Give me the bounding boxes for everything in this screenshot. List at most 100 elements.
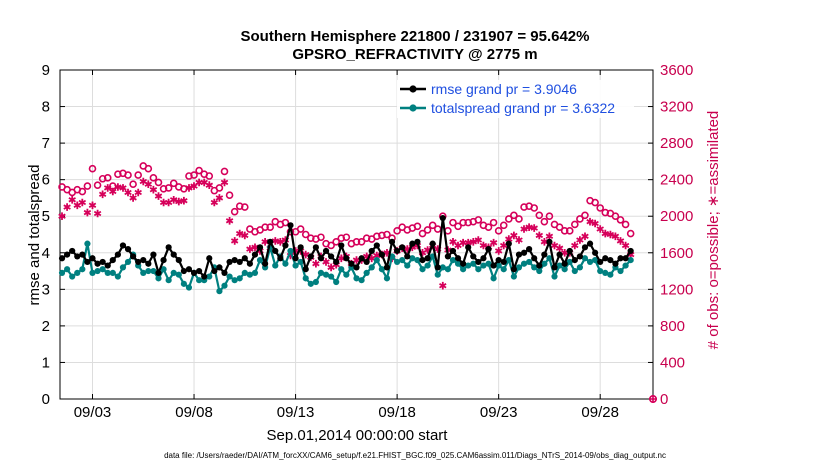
totalspread-point (302, 275, 309, 282)
rmse-point (160, 256, 167, 264)
obs-possible-point (103, 174, 112, 182)
obs-possible-point (337, 234, 346, 242)
rmse-point (368, 247, 375, 255)
rmse-point (130, 253, 137, 260)
rmse-point (256, 244, 264, 251)
legend-spread-marker (409, 104, 417, 112)
totalspread-point (282, 260, 289, 267)
rmse-point (84, 258, 91, 266)
obs-assimilated-point (78, 198, 87, 207)
obs-possible-point (530, 204, 538, 212)
totalspread-point (515, 264, 523, 271)
obs-assimilated-point (88, 201, 97, 210)
totalspread-point (566, 258, 573, 266)
obs-possible-point (225, 191, 234, 200)
totalspread-point (307, 280, 314, 287)
totalspread-point (551, 273, 558, 280)
obs-possible-point (596, 204, 604, 212)
rmse-point (94, 260, 101, 267)
rmse-point (373, 242, 380, 249)
totalspread-point (495, 262, 502, 269)
obs-possible-point (555, 223, 564, 231)
rmse-point (394, 247, 401, 255)
obs-possible-point (93, 181, 102, 189)
totalspread-point (399, 256, 406, 264)
totalspread-point (58, 269, 66, 276)
totalspread-point (165, 277, 172, 284)
obs-possible-point (352, 238, 361, 246)
rmse-point (500, 258, 507, 266)
rmse-point (571, 256, 578, 264)
obs-possible-point (591, 198, 599, 207)
obs-assimilated-point (276, 238, 285, 246)
obs-assimilated-point (58, 212, 66, 220)
obs-possible-point (114, 170, 122, 178)
obs-possible-point (454, 222, 462, 231)
obs-assimilated-point (489, 238, 498, 247)
rmse-point (561, 260, 568, 267)
y-left-tick-label: 1 (42, 354, 50, 371)
totalspread-point (556, 262, 563, 269)
obs-possible-point (342, 233, 351, 242)
rmse-point (556, 251, 563, 258)
rmse-point (277, 255, 284, 262)
obs-assimilated-point (530, 224, 538, 232)
data-marks (58, 162, 657, 403)
y-right-tick-label: 800 (660, 318, 685, 335)
totalspread-point (221, 282, 228, 289)
obs-assimilated-point (159, 198, 168, 207)
rmse-point (99, 258, 106, 266)
y-right-tick-label: 400 (660, 354, 685, 371)
y-left-tick-label: 2 (42, 318, 50, 335)
legend-spread-text: totalspread grand pr = 3.6322 (431, 100, 615, 116)
y-right-tick-label: 2400 (660, 172, 693, 189)
obs-possible-point (459, 218, 467, 227)
legend: rmse grand pr = 3.9046 totalspread grand… (397, 80, 634, 118)
rmse-point (622, 255, 629, 262)
obs-possible-point (134, 171, 142, 179)
y-left-tick-label: 8 (42, 99, 50, 116)
totalspread-point (460, 266, 467, 273)
rmse-point (460, 260, 467, 267)
obs-possible-point (499, 221, 508, 230)
obs-assimilated-point (571, 241, 579, 250)
rmse-point (124, 246, 132, 253)
rmse-point (414, 238, 421, 245)
rmse-point (150, 251, 157, 258)
obs-assimilated-point (246, 245, 254, 253)
obs-possible-point (83, 182, 92, 190)
totalspread-point (439, 264, 446, 271)
totalspread-point (216, 288, 223, 295)
obs-assimilated-point (129, 194, 137, 202)
totalspread-point (576, 264, 583, 271)
y-left-tick-label: 3 (42, 281, 50, 298)
y-right-tick-label: 1200 (660, 281, 693, 298)
obs-possible-point (535, 211, 544, 220)
rmse-point (510, 266, 517, 273)
obs-possible-point (301, 230, 310, 239)
obs-possible-point (423, 226, 432, 234)
rmse-point (490, 262, 497, 269)
obs-assimilated-point (581, 232, 589, 241)
obs-possible-point (621, 220, 630, 229)
obs-possible-point (474, 216, 483, 224)
rmse-point (236, 258, 243, 266)
obs-assimilated-point (98, 190, 107, 199)
totalspread-point (581, 255, 589, 262)
totalspread-point (475, 266, 482, 273)
totalspread-point (378, 266, 385, 273)
obs-assimilated-point (510, 231, 518, 240)
totalspread-point (272, 262, 279, 269)
obs-assimilated-point (164, 198, 173, 207)
obs-possible-point (484, 223, 493, 231)
obs-possible-point (616, 216, 625, 224)
obs-possible-point (195, 166, 203, 175)
totalspread-point (109, 269, 116, 276)
rmse-point (444, 253, 451, 260)
y-left-tick-label: 7 (42, 135, 50, 152)
totalspread-point (586, 258, 594, 266)
rmse-point (104, 262, 111, 269)
rmse-point (470, 253, 477, 260)
rmse-point (627, 247, 634, 255)
y-left-tick-label: 9 (42, 62, 50, 79)
